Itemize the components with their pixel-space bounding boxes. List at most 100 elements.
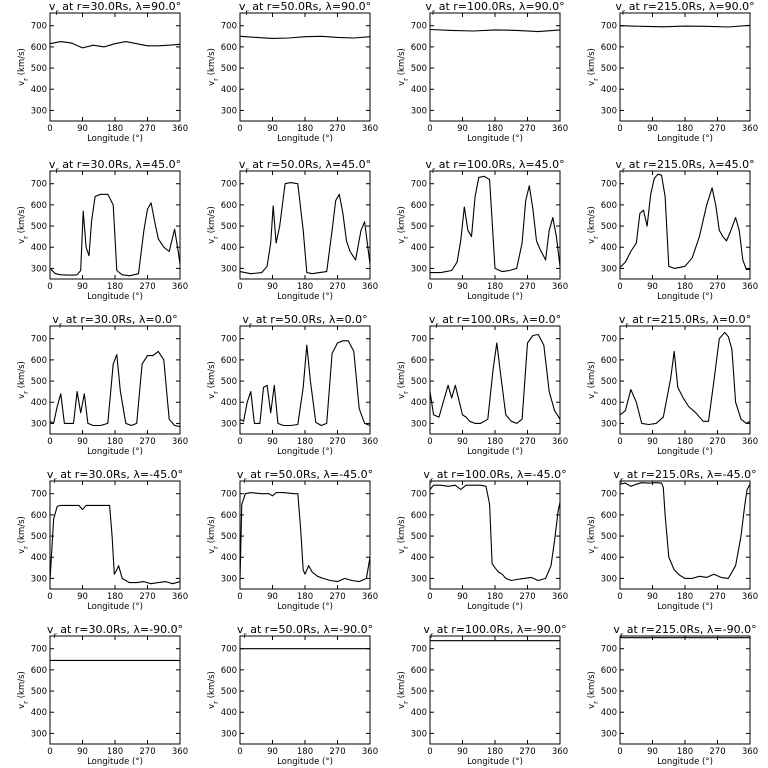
- y-tick-label: 700: [31, 22, 47, 32]
- plot-frame: [239, 12, 371, 122]
- x-tick-label: 360: [742, 437, 758, 447]
- plot-frame: [49, 170, 181, 280]
- y-tick-label: 500: [601, 222, 617, 232]
- y-tick-label: 500: [31, 687, 47, 697]
- panel-title: vr at r=215.0Rs, λ=0.0°: [619, 313, 751, 330]
- x-tick-label: 360: [742, 747, 758, 757]
- x-tick-label: 270: [139, 592, 155, 602]
- x-tick-label: 180: [677, 437, 693, 447]
- y-axis-label: vr (km/s): [397, 671, 410, 709]
- x-tick-label: 180: [107, 747, 123, 757]
- x-tick-label: 180: [487, 124, 503, 134]
- y-axis-label: vr (km/s): [207, 361, 220, 399]
- y-tick-label: 400: [221, 85, 237, 95]
- y-axis-label: vr (km/s): [207, 516, 220, 554]
- panel: vr at r=215.0Rs, λ=90.0° 300 400 500 600 700 0…: [587, 0, 758, 144]
- x-tick-label: 90: [267, 437, 278, 447]
- panel-title: vr at r=100.0Rs, λ=45.0°: [425, 158, 564, 175]
- x-tick-label: 90: [457, 437, 468, 447]
- x-axis-label: Longitude (°): [87, 602, 143, 612]
- x-axis-label: Longitude (°): [657, 134, 713, 144]
- panel-title: vr at r=215.0Rs, λ=-90.0°: [613, 623, 756, 640]
- y-tick-label: 300: [601, 729, 617, 739]
- x-tick-label: 270: [709, 592, 725, 602]
- panel-title: vr at r=30.0Rs, λ=90.0°: [49, 0, 181, 17]
- x-tick-label: 0: [427, 592, 432, 602]
- x-tick-label: 90: [77, 124, 88, 134]
- y-tick-label: 700: [221, 490, 237, 500]
- y-tick-label: 300: [601, 419, 617, 429]
- plot-frame: [49, 325, 181, 435]
- y-tick-label: 700: [601, 22, 617, 32]
- y-tick-label: 600: [221, 43, 237, 53]
- x-tick-label: 180: [107, 124, 123, 134]
- x-tick-label: 180: [297, 592, 313, 602]
- x-tick-label: 360: [362, 282, 378, 292]
- panel: vr at r=50.0Rs, λ=90.0° 300 400 500 600 700 0 9…: [207, 0, 378, 144]
- x-tick-label: 360: [362, 592, 378, 602]
- y-tick-label: 300: [411, 264, 427, 274]
- x-tick-label: 360: [362, 124, 378, 134]
- y-tick-label: 600: [221, 666, 237, 676]
- y-tick-label: 300: [221, 106, 237, 116]
- y-tick-label: 300: [411, 106, 427, 116]
- x-tick-label: 180: [677, 124, 693, 134]
- x-tick-label: 0: [427, 282, 432, 292]
- y-tick-label: 300: [601, 106, 617, 116]
- x-tick-label: 180: [487, 437, 503, 447]
- x-tick-label: 360: [742, 592, 758, 602]
- panel-title: vr at r=30.0Rs, λ=-90.0°: [47, 623, 183, 640]
- panel-title: vr at r=50.0Rs, λ=45.0°: [239, 158, 371, 175]
- x-axis-label: Longitude (°): [467, 447, 523, 457]
- y-tick-label: 600: [411, 201, 427, 211]
- series-line: [429, 484, 561, 582]
- panel-title: vr at r=100.0Rs, λ=-45.0°: [423, 468, 566, 485]
- y-tick-label: 700: [31, 335, 47, 345]
- plot-frame: [239, 325, 371, 435]
- series-line: [239, 340, 371, 427]
- x-tick-label: 0: [617, 437, 622, 447]
- x-tick-label: 0: [47, 124, 52, 134]
- x-tick-label: 180: [487, 282, 503, 292]
- panel: vr at r=100.0Rs, λ=-90.0° 300 400 500 600 700…: [397, 623, 568, 767]
- y-tick-label: 700: [601, 490, 617, 500]
- x-axis-label: Longitude (°): [657, 447, 713, 457]
- y-tick-label: 400: [221, 708, 237, 718]
- x-tick-label: 270: [329, 747, 345, 757]
- x-axis-label: Longitude (°): [87, 447, 143, 457]
- y-tick-label: 300: [411, 419, 427, 429]
- x-axis-label: Longitude (°): [657, 602, 713, 612]
- y-axis-label: vr (km/s): [207, 671, 220, 709]
- x-tick-label: 360: [742, 124, 758, 134]
- x-axis-label: Longitude (°): [87, 292, 143, 302]
- x-axis-label: Longitude (°): [467, 602, 523, 612]
- x-tick-label: 360: [172, 282, 188, 292]
- y-tick-label: 500: [601, 377, 617, 387]
- x-tick-label: 90: [457, 124, 468, 134]
- panel: vr at r=50.0Rs, λ=0.0° 300 400 500 600 700 0 90…: [207, 313, 378, 457]
- y-tick-label: 400: [411, 708, 427, 718]
- y-tick-label: 400: [221, 243, 237, 253]
- y-axis-label: vr (km/s): [17, 361, 30, 399]
- panel: vr at r=100.0Rs, λ=45.0° 300 400 500 600 700 0…: [397, 158, 568, 302]
- series-line: [429, 333, 561, 424]
- plot-frame: [49, 635, 181, 745]
- panel-title: vr at r=50.0Rs, λ=-90.0°: [237, 623, 373, 640]
- y-axis-label: vr (km/s): [17, 516, 30, 554]
- y-tick-label: 300: [31, 574, 47, 584]
- y-axis-label: vr (km/s): [587, 516, 600, 554]
- x-tick-label: 360: [552, 437, 568, 447]
- series-line: [49, 193, 181, 277]
- y-axis-label: vr (km/s): [17, 48, 30, 86]
- panel-title: vr at r=30.0Rs, λ=45.0°: [49, 158, 181, 175]
- x-tick-label: 0: [47, 747, 52, 757]
- y-tick-label: 500: [221, 222, 237, 232]
- y-tick-label: 400: [601, 398, 617, 408]
- x-tick-label: 270: [139, 747, 155, 757]
- x-tick-label: 90: [77, 282, 88, 292]
- panel-title: vr at r=100.0Rs, λ=90.0°: [425, 0, 564, 17]
- plot-frame: [429, 480, 561, 590]
- x-axis-label: Longitude (°): [87, 757, 143, 767]
- y-tick-label: 400: [411, 85, 427, 95]
- panel: vr at r=50.0Rs, λ=-45.0° 300 400 500 600 700 0…: [207, 468, 378, 612]
